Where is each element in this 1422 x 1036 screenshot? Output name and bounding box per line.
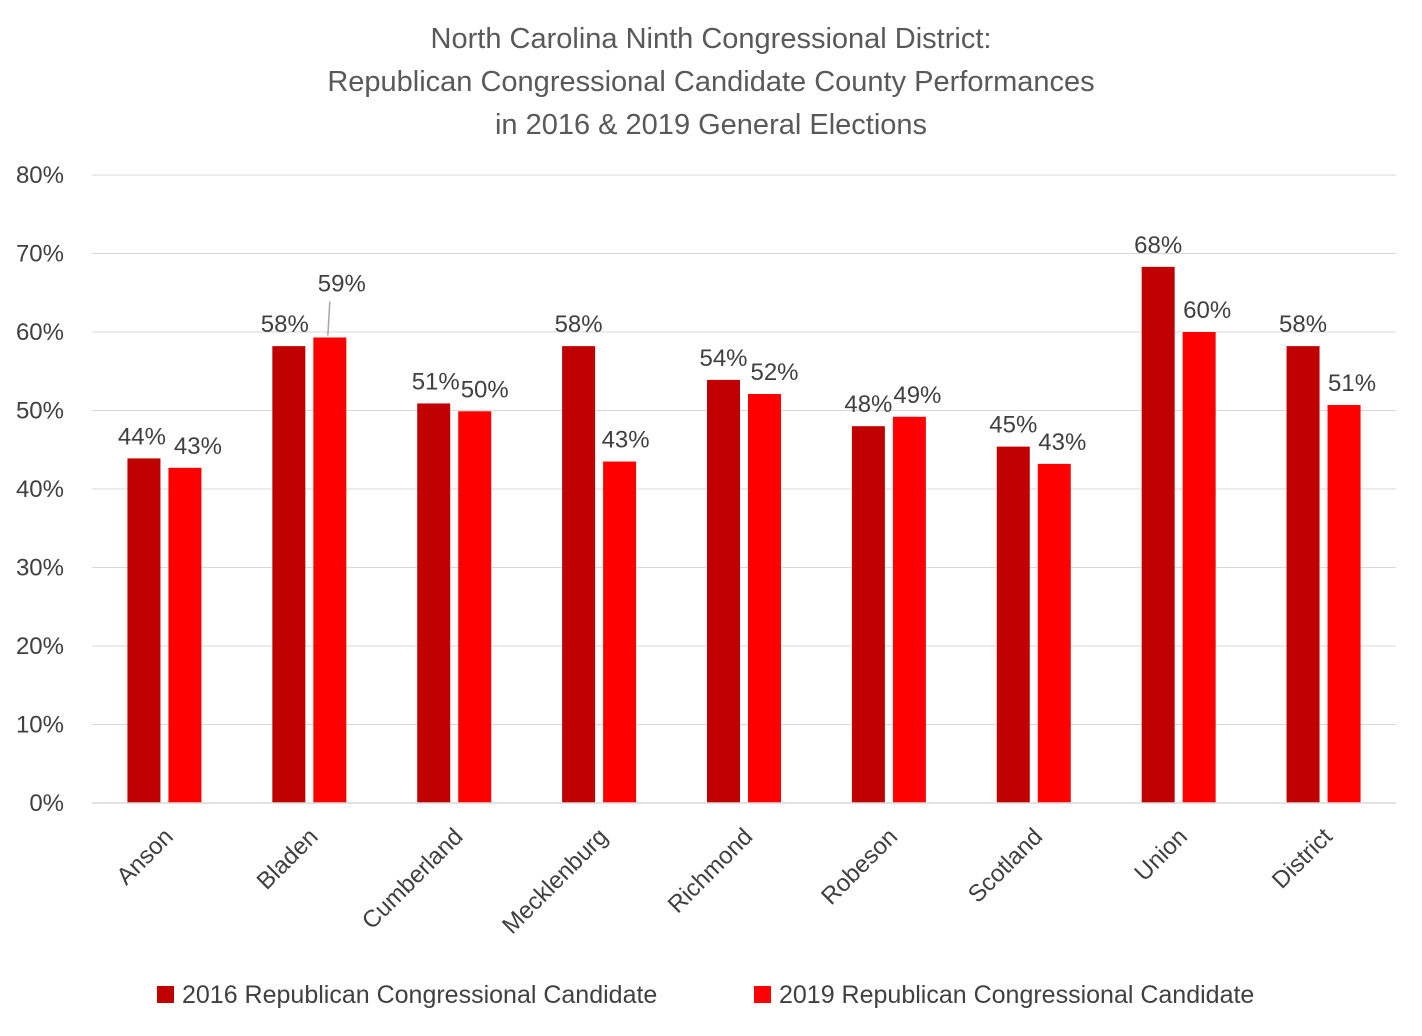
data-label: 43% [1038,429,1086,456]
category-label-district: District [1267,823,1338,894]
y-tick-label: 40% [16,476,64,503]
legend-label-2019: 2019 Republican Congressional Candidate [779,981,1254,1009]
data-label: 54% [699,345,747,372]
data-labels: 44% 58% 51% 58% 54% 48% 45% 68% 58% 43% 59% 50% 43% 5… [118,232,1376,460]
data-label: 59% [318,270,366,297]
leader-line [327,301,331,336]
category-label-cumberland: Cumberland [357,823,469,935]
bar-district-2019 [1327,405,1361,803]
bar-mecklenburg-2019 [603,461,637,803]
category-label-union: Union [1129,823,1192,886]
category-label-bladen: Bladen [252,823,324,895]
bar-union-2019 [1182,332,1216,803]
y-tick-label: 80% [16,162,64,189]
bar-robeson-2019 [892,416,926,803]
y-tick-label: 0% [29,790,64,817]
bar-richmond-2016 [707,379,740,803]
bar-anson-2016 [127,458,161,803]
bar-bladen-2016 [272,346,306,803]
data-label: 58% [261,311,309,338]
bar-cumberland-2019 [458,411,492,803]
legend-swatch-2019 [754,986,771,1003]
data-label: 60% [1183,297,1231,324]
data-label: 58% [555,311,603,338]
data-label: 44% [118,423,166,450]
bar-robeson-2016 [851,426,885,803]
y-tick-label: 60% [16,319,64,346]
y-tick-label: 50% [16,398,64,425]
legend-swatch-2016 [157,986,174,1003]
bar-cumberland-2016 [417,403,451,803]
legend: 2016 Republican Congressional Candidate 2… [157,981,1254,1009]
category-label-robeson: Robeson [816,823,903,910]
category-label-richmond: Richmond [663,823,758,918]
y-axis-tick-labels: 0% 10% 20% 30% 40% 50% 60% 70% 80% [16,162,64,817]
data-label: 45% [989,412,1037,439]
chart-title-line-2: Republican Congressional Candidate Count… [327,66,1094,98]
bar-union-2016 [1141,266,1175,804]
data-label: 48% [844,391,892,418]
chart-title: North Carolina Ninth Congressional Distr… [327,23,1094,141]
y-tick-label: 20% [16,633,64,660]
bars [127,266,1361,804]
data-label: 51% [1328,370,1376,397]
chart-title-line-3: in 2016 & 2019 General Elections [495,109,927,141]
y-tick-label: 30% [16,555,64,582]
bar-district-2016 [1286,346,1320,803]
data-label: 43% [174,433,222,460]
category-label-mecklenburg: Mecklenburg [497,823,613,939]
legend-label-2016: 2016 Republican Congressional Candidate [182,981,657,1009]
data-label: 43% [602,427,650,454]
bar-scotland-2016 [996,446,1030,803]
y-tick-label: 70% [16,241,64,268]
bar-anson-2019 [168,467,202,803]
x-axis-category-labels: Anson Bladen Cumberland Mecklenburg Richmond… [111,823,1338,939]
chart-title-line-1: North Carolina Ninth Congressional Distr… [431,23,992,55]
bar-bladen-2019 [313,337,347,803]
y-tick-label: 10% [16,712,64,739]
category-label-anson: Anson [111,823,178,890]
bar-scotland-2019 [1037,463,1071,803]
bar-richmond-2019 [748,394,781,803]
data-label: 51% [412,368,460,395]
data-label: 58% [1279,311,1327,338]
category-label-scotland: Scotland [963,823,1048,908]
data-label: 52% [750,359,798,386]
data-label: 49% [893,382,941,409]
data-label: 68% [1134,232,1182,259]
bar-mecklenburg-2016 [562,346,596,803]
data-label: 50% [461,376,509,403]
gridlines [92,174,1396,725]
